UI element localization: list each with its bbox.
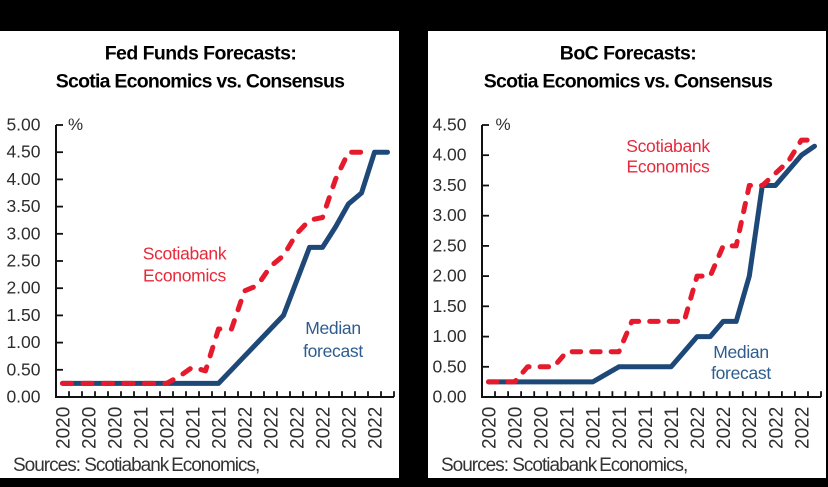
svg-text:4.00: 4.00 xyxy=(432,145,466,165)
svg-text:Scotiabank: Scotiabank xyxy=(143,244,227,264)
svg-text:3.00: 3.00 xyxy=(432,205,466,225)
svg-text:2022: 2022 xyxy=(261,407,282,449)
svg-text:5.00: 5.00 xyxy=(6,115,40,135)
svg-text:Fed Funds Forecasts:: Fed Funds Forecasts: xyxy=(105,43,297,65)
svg-text:2020: 2020 xyxy=(105,407,126,449)
svg-text:2022: 2022 xyxy=(313,407,334,449)
svg-text:2022: 2022 xyxy=(365,407,386,449)
svg-text:2021: 2021 xyxy=(584,407,605,449)
svg-text:Economics: Economics xyxy=(143,266,226,286)
svg-text:2020: 2020 xyxy=(506,407,527,449)
svg-text:2.00: 2.00 xyxy=(432,266,466,286)
svg-text:4.50: 4.50 xyxy=(432,115,466,135)
svg-text:0.50: 0.50 xyxy=(6,359,40,379)
svg-text:2.50: 2.50 xyxy=(6,251,40,271)
svg-text:2022: 2022 xyxy=(740,407,761,449)
svg-text:2020: 2020 xyxy=(532,407,553,449)
svg-text:3.50: 3.50 xyxy=(6,196,40,216)
svg-text:0.50: 0.50 xyxy=(432,356,466,376)
svg-text:2021: 2021 xyxy=(636,407,657,449)
svg-text:2021: 2021 xyxy=(183,407,204,449)
svg-text:2021: 2021 xyxy=(131,407,152,449)
svg-text:2022: 2022 xyxy=(287,407,308,449)
svg-text:BoC Forecasts:: BoC Forecasts: xyxy=(560,43,696,65)
svg-text:Economics: Economics xyxy=(627,157,710,177)
svg-text:2020: 2020 xyxy=(479,407,500,449)
svg-text:Sources: Scotiabank Economics,: Sources: Scotiabank Economics, xyxy=(441,455,687,476)
svg-text:Sources: Scotiabank Economics,: Sources: Scotiabank Economics, xyxy=(13,455,259,476)
svg-text:3.50: 3.50 xyxy=(432,175,466,195)
svg-text:2.00: 2.00 xyxy=(6,278,40,298)
svg-text:2021: 2021 xyxy=(157,407,178,449)
svg-text:3.00: 3.00 xyxy=(6,223,40,243)
svg-text:4.00: 4.00 xyxy=(6,169,40,189)
svg-text:Scotia Economics vs. Consensus: Scotia Economics vs. Consensus xyxy=(484,71,773,93)
svg-text:0.00: 0.00 xyxy=(6,387,40,407)
svg-text:2020: 2020 xyxy=(79,407,100,449)
svg-text:2022: 2022 xyxy=(339,407,360,449)
svg-text:2022: 2022 xyxy=(688,407,709,449)
svg-text:2021: 2021 xyxy=(610,407,631,449)
svg-text:1.50: 1.50 xyxy=(432,296,466,316)
svg-text:forecast: forecast xyxy=(303,341,363,361)
svg-text:4.50: 4.50 xyxy=(6,142,40,162)
svg-text:2022: 2022 xyxy=(792,407,813,449)
svg-text:2020: 2020 xyxy=(53,407,74,449)
svg-text:2.50: 2.50 xyxy=(432,235,466,255)
svg-text:%: % xyxy=(496,115,511,134)
svg-text:2021: 2021 xyxy=(209,407,230,449)
svg-text:Median: Median xyxy=(713,342,769,362)
svg-text:Scotia Economics vs. Consensus: Scotia Economics vs. Consensus xyxy=(56,71,345,93)
svg-text:1.00: 1.00 xyxy=(6,332,40,352)
svg-text:1.00: 1.00 xyxy=(432,326,466,346)
svg-text:%: % xyxy=(68,115,83,134)
svg-text:2021: 2021 xyxy=(558,407,579,449)
svg-text:2022: 2022 xyxy=(714,407,735,449)
svg-text:2022: 2022 xyxy=(766,407,787,449)
svg-text:Scotiabank: Scotiabank xyxy=(626,136,710,156)
svg-text:1.50: 1.50 xyxy=(6,305,40,325)
svg-text:2022: 2022 xyxy=(235,407,256,449)
svg-text:forecast: forecast xyxy=(711,363,771,383)
svg-text:Median: Median xyxy=(305,318,361,338)
svg-text:0.00: 0.00 xyxy=(432,387,466,407)
svg-text:2021: 2021 xyxy=(662,407,683,449)
